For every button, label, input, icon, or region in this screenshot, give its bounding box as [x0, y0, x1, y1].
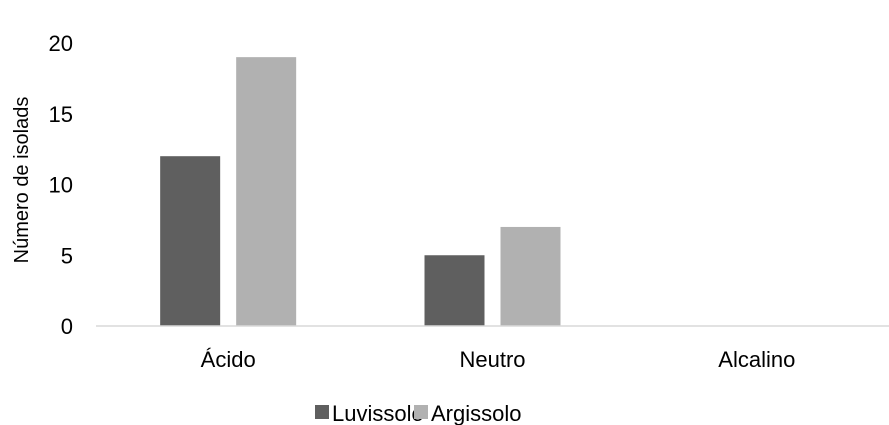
legend-label: Argissolo: [431, 401, 521, 425]
legend: Luvissolo Argissolo: [315, 401, 521, 425]
y-tick-label: 5: [61, 243, 73, 268]
y-tick-label: 0: [61, 314, 73, 339]
x-tick-label: Neutro: [459, 347, 525, 372]
y-tick-label: 10: [49, 173, 73, 198]
x-tick-label: Alcalino: [718, 347, 795, 372]
y-axis-title: Número de isolads: [11, 97, 33, 264]
legend-label: Luvissolo: [332, 401, 424, 425]
legend-swatch: [414, 405, 428, 419]
legend-swatch: [315, 405, 329, 419]
bar: [424, 255, 485, 326]
bar: [500, 226, 561, 326]
bar: [236, 57, 297, 327]
y-tick-label: 15: [49, 102, 73, 127]
bar: [160, 156, 221, 326]
y-tick-label: 20: [49, 31, 73, 56]
plot-area: 0 5 10 15 20 Ácido Neutro Alcalino: [49, 31, 889, 372]
x-tick-label: Ácido: [201, 347, 256, 372]
